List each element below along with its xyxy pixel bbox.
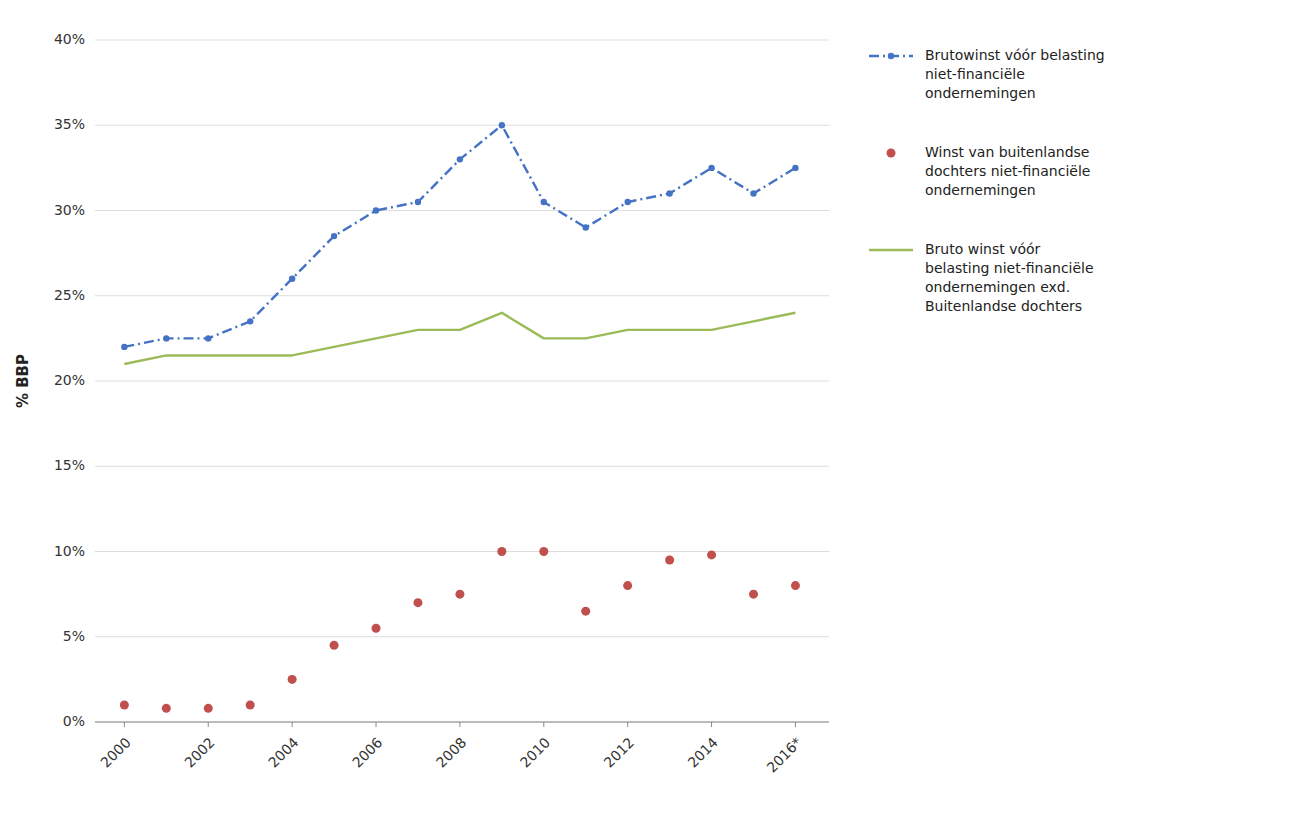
series-marker (413, 598, 422, 607)
grid-line (95, 295, 829, 296)
legend: Brutowinst vóór belastingniet-financiële… (869, 47, 1105, 314)
y-tick-label: 0% (63, 713, 85, 729)
series-marker (707, 550, 716, 559)
series-marker (247, 318, 253, 324)
grid-line (95, 40, 829, 41)
series-marker (415, 199, 421, 205)
series-marker (791, 581, 800, 590)
series-marker (246, 700, 255, 709)
x-tick-label: 2016* (763, 734, 804, 775)
series-marker (331, 233, 337, 239)
x-tick (627, 722, 628, 727)
legend-label: Winst van buitenlandsedochters niet-fina… (925, 144, 1090, 198)
x-tick (208, 722, 209, 727)
series-marker (163, 335, 169, 341)
grid-line (95, 210, 829, 211)
y-axis-label: % BBP (14, 354, 32, 408)
y-tick-label: 10% (54, 543, 85, 559)
series-marker (792, 165, 798, 171)
x-tick-label: 2002 (181, 734, 218, 771)
series-marker (623, 581, 632, 590)
series-marker (750, 190, 756, 196)
grid-line (95, 466, 829, 467)
x-tick (795, 722, 796, 727)
series-marker (205, 335, 211, 341)
grid-line (95, 636, 829, 637)
series-marker (539, 547, 548, 556)
series-marker (499, 122, 505, 128)
x-tick (124, 722, 125, 727)
grid-line (95, 381, 829, 382)
x-axis (95, 722, 829, 723)
series-marker (372, 624, 381, 633)
grid (95, 40, 829, 722)
series-marker (581, 607, 590, 616)
x-tick (376, 722, 377, 727)
series (124, 313, 795, 364)
legend-swatch (869, 249, 913, 251)
legend-marker (888, 53, 894, 59)
series-line (124, 313, 795, 364)
series-marker (708, 165, 714, 171)
legend-label: Bruto winst vóórbelasting niet-financiël… (925, 241, 1094, 314)
x-tick-label: 2000 (97, 734, 134, 771)
x-tick (459, 722, 460, 727)
x-tick-label: 2004 (265, 734, 302, 771)
grid-line (95, 125, 829, 126)
x-tick-label: 2012 (601, 734, 638, 771)
series-marker (497, 547, 506, 556)
series-marker (373, 207, 379, 213)
legend-marker (887, 149, 896, 158)
series (120, 547, 800, 713)
y-tick-label: 5% (63, 628, 85, 644)
chart: 0% 5% 10% 15% 20% 25% 30% 35% 40% 2000 2002 2004 200… (0, 0, 1299, 827)
legend-label: Brutowinst vóór belastingniet-financiële… (925, 47, 1105, 101)
x-tick-label: 2006 (349, 734, 386, 771)
series-marker (749, 590, 758, 599)
grid-line (95, 722, 829, 723)
series-marker (121, 344, 127, 350)
x-tick-label: 2008 (433, 734, 470, 771)
y-tick-label: 20% (54, 372, 85, 388)
series-marker (583, 224, 589, 230)
series-marker (665, 556, 674, 565)
y-tick-label: 15% (54, 457, 85, 473)
grid-line (95, 551, 829, 552)
x-tick (543, 722, 544, 727)
series (121, 122, 798, 350)
series-marker (162, 704, 171, 713)
series-marker (289, 276, 295, 282)
series-marker (457, 156, 463, 162)
series-marker (624, 199, 630, 205)
series-line (124, 125, 795, 347)
plot-data (120, 122, 800, 713)
y-tick-label: 30% (54, 202, 85, 218)
series-marker (455, 590, 464, 599)
x-tick-label: 2010 (517, 734, 554, 771)
x-tick (711, 722, 712, 727)
series-marker (204, 704, 213, 713)
series-marker (541, 199, 547, 205)
y-tick-label: 25% (54, 287, 85, 303)
x-tick-label: 2014 (685, 734, 722, 771)
y-tick-label: 35% (54, 116, 85, 132)
series-marker (666, 190, 672, 196)
series-marker (120, 700, 129, 709)
series-marker (330, 641, 339, 650)
series-marker (288, 675, 297, 684)
x-tick (292, 722, 293, 727)
y-tick-label: 40% (54, 31, 85, 47)
